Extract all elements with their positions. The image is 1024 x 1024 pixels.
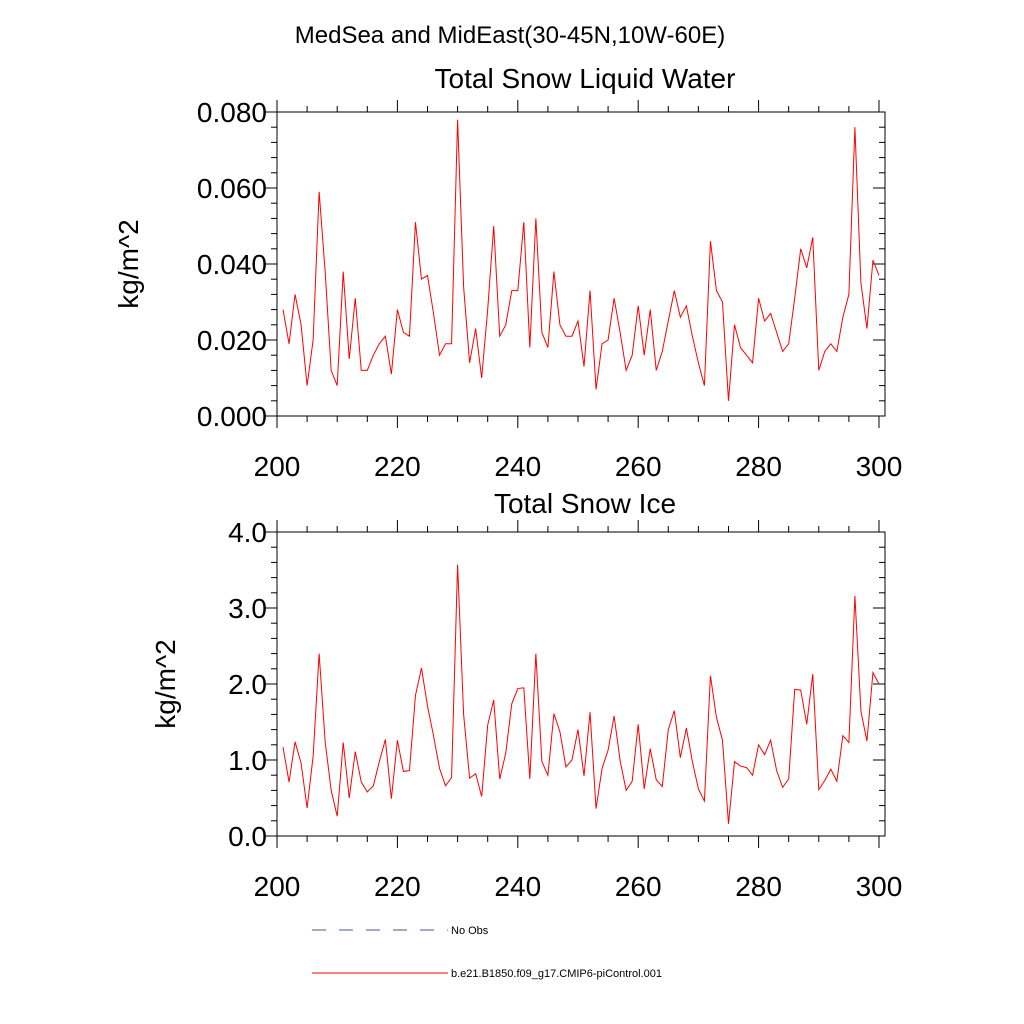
snow-ice-ylabel: kg/m^2	[150, 639, 181, 728]
snow-liquid-water-xtick-label: 260	[615, 451, 662, 482]
panel-snow-ice: Total Snow Ice kg/m^2 0.0 1.0 2.0 3.0 4.0 200 22…	[150, 488, 902, 902]
snow-ice-ytick-label: 4.0	[228, 517, 267, 548]
snow-liquid-water-ytick-label: 0.080	[197, 97, 267, 128]
legend: No Obs b.e21.B1850.f09_g17.CMIP6-piContr…	[312, 925, 662, 980]
snow-ice-xtick-label: 260	[615, 871, 662, 902]
snow-liquid-water-title: Total Snow Liquid Water	[435, 63, 736, 94]
panel-snow-liquid-water: Total Snow Liquid Water kg/m^2 0.000 0.020 0…	[113, 63, 902, 482]
snow-ice-ytick-label: 3.0	[228, 593, 267, 624]
snow-ice-xtick-label: 240	[494, 871, 541, 902]
snow-liquid-water-ytick-label: 0.060	[197, 173, 267, 204]
snow-liquid-water-ytick-label: 0.020	[197, 325, 267, 356]
snow-ice-ytick-label: 1.0	[228, 745, 267, 776]
snow-ice-xtick-label: 220	[374, 871, 421, 902]
snow-liquid-water-xtick-label: 240	[494, 451, 541, 482]
snow-ice-xtick-label: 300	[856, 871, 903, 902]
figure-suptitle: MedSea and MidEast(30-45N,10W-60E)	[295, 22, 725, 49]
snow-liquid-water-plot-frame	[276, 111, 886, 417]
snow-ice-title: Total Snow Ice	[494, 488, 676, 519]
legend-label-model: b.e21.B1850.f09_g17.CMIP6-piControl.001	[451, 968, 662, 980]
snow-liquid-water-xtick-label: 200	[254, 451, 301, 482]
snow-liquid-water-xtick-label: 280	[735, 451, 782, 482]
snow-liquid-water-xtick-label: 220	[374, 451, 421, 482]
snow-liquid-water-ytick-label: 0.040	[197, 249, 267, 280]
snow-liquid-water-ytick-label: 0.000	[197, 401, 267, 432]
snow-liquid-water-ylabel: kg/m^2	[113, 219, 144, 308]
snow-ice-ytick-label: 2.0	[228, 669, 267, 700]
snow-ice-ytick-label: 0.0	[228, 821, 267, 852]
snow-ice-xtick-label: 280	[735, 871, 782, 902]
snow-ice-xtick-label: 200	[254, 871, 301, 902]
legend-label-no-obs: No Obs	[451, 925, 489, 937]
snow-liquid-water-series-line	[282, 119, 880, 401]
snow-liquid-water-xtick-label: 300	[856, 451, 903, 482]
snow-ice-series-line	[282, 564, 880, 824]
